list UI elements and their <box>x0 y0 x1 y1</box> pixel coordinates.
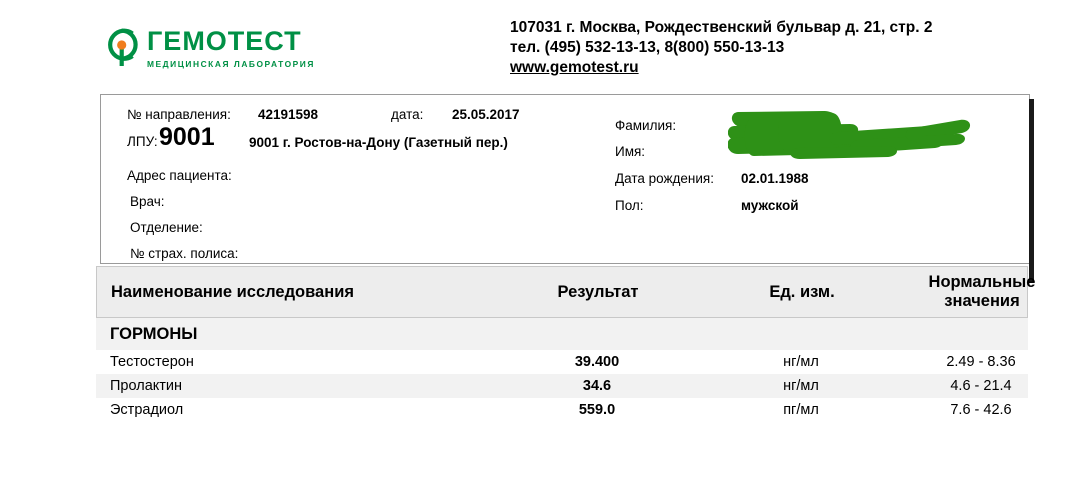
patient-address-label: Адрес пациента: <box>127 168 232 183</box>
analyte-reference: 7.6 - 42.6 <box>950 402 1012 418</box>
referral-number-label: № направления: <box>127 107 231 122</box>
group-header-hormones: ГОРМОНЫ <box>96 318 1028 350</box>
birthdate-label: Дата рождения: <box>615 171 714 186</box>
clinic-website-link[interactable]: www.gemotest.ru <box>510 59 639 76</box>
brand-name: ГЕМОТЕСТ <box>147 26 302 56</box>
gemotest-ring-logo-icon <box>108 28 138 66</box>
brand-tagline: МЕДИЦИНСКАЯ ЛАБОРАТОРИЯ <box>147 59 315 69</box>
column-header-name: Наименование исследования <box>111 283 354 301</box>
column-header-units: Ед. изм. <box>769 283 835 301</box>
column-header-reference-line1: Нормальные <box>928 273 1036 291</box>
analyte-result: 559.0 <box>578 402 616 418</box>
analyte-units: нг/мл <box>783 354 819 370</box>
policy-number-label: № страх. полиса: <box>130 246 239 261</box>
brand-logo: ГЕМОТЕСТ МЕДИЦИНСКАЯ ЛАБОРАТОРИЯ <box>102 26 315 68</box>
lpu-name-value: 9001 г. Ростов-на-Дону (Газетный пер.) <box>249 135 508 150</box>
group-title: ГОРМОНЫ <box>110 325 198 343</box>
analyte-name: Тестостерон <box>110 354 194 370</box>
column-header-reference-line2: значения <box>944 292 1020 310</box>
analyte-result: 34.6 <box>582 378 612 394</box>
table-row: Тестостерон 39.400 нг/мл 2.49 - 8.36 <box>96 350 1028 374</box>
sex-label: Пол: <box>615 198 644 213</box>
clinic-address: 107031 г. Москва, Рождественский бульвар… <box>510 19 933 36</box>
brand-wordmark: ГЕМОТЕСТ МЕДИЦИНСКАЯ ЛАБОРАТОРИЯ <box>147 26 315 69</box>
firstname-label: Имя: <box>615 144 646 159</box>
analyte-reference: 4.6 - 21.4 <box>950 378 1012 394</box>
column-header-result: Результат <box>557 283 639 301</box>
analyte-units: нг/мл <box>783 378 819 394</box>
lpu-label: ЛПУ: <box>127 134 158 149</box>
doctor-label: Врач: <box>130 194 165 209</box>
birthdate-value: 02.01.1988 <box>741 171 809 186</box>
analyte-reference: 2.49 - 8.36 <box>946 354 1016 370</box>
referral-date-label: дата: <box>391 107 424 122</box>
referral-date-value: 25.05.2017 <box>452 107 520 122</box>
analyte-units: пг/мл <box>783 402 819 418</box>
clinic-phones: тел. (495) 532-13-13, 8(800) 550-13-13 <box>510 39 785 56</box>
table-row: Эстрадиол 559.0 пг/мл 7.6 - 42.6 <box>96 398 1028 422</box>
table-row: Пролактин 34.6 нг/мл 4.6 - 21.4 <box>96 374 1028 398</box>
referral-number-value: 42191598 <box>258 107 319 122</box>
department-label: Отделение: <box>130 220 203 235</box>
column-header-reference: Нормальные значения <box>887 273 1077 311</box>
surname-label: Фамилия: <box>615 118 677 133</box>
clinic-contacts: 107031 г. Москва, Рождественский бульвар… <box>510 18 932 78</box>
sex-value: мужской <box>741 198 799 213</box>
table-header-row: Наименование исследования Результат Ед. … <box>96 266 1035 318</box>
page-right-edge-bar <box>1029 99 1034 283</box>
lpu-code-value: 9001 <box>159 123 215 151</box>
analyte-name: Эстрадиол <box>110 402 184 418</box>
analyte-result: 39.400 <box>574 354 620 370</box>
report-header: ГЕМОТЕСТ МЕДИЦИНСКАЯ ЛАБОРАТОРИЯ 107031 … <box>0 0 1080 90</box>
analyte-name: Пролактин <box>110 378 183 394</box>
results-table: Наименование исследования Результат Ед. … <box>96 266 1035 422</box>
patient-info-box: № направления: 42191598 дата: 25.05.2017… <box>100 94 1030 264</box>
